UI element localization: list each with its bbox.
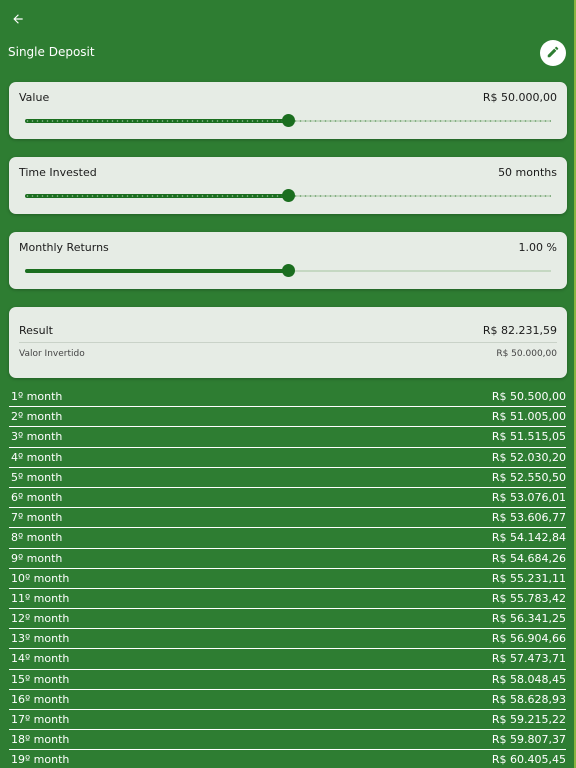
result-card: Result R$ 82.231,59 Valor Invertido R$ 5… xyxy=(9,307,567,378)
slider-thumb[interactable] xyxy=(282,264,295,277)
list-item: 4º month R$ 52.030,20 xyxy=(9,448,566,468)
divider xyxy=(19,342,557,343)
list-item: 6º month R$ 53.076,01 xyxy=(9,488,566,509)
list-item: 2º month R$ 51.005,00 xyxy=(9,407,566,428)
month-label: 12º month xyxy=(11,612,70,626)
month-value: R$ 55.783,42 xyxy=(491,591,566,605)
value-label: Value xyxy=(19,91,50,104)
month-value: R$ 51.005,00 xyxy=(491,410,566,424)
list-item: 13º month R$ 56.904,66 xyxy=(9,629,566,650)
value-card: Value R$ 50.000,00 xyxy=(9,82,567,139)
back-button[interactable] xyxy=(6,8,30,32)
list-item: 16º month R$ 58.628,93 xyxy=(9,690,566,710)
list-item: 14º month R$ 57.473,71 xyxy=(9,649,566,670)
month-label: 1º month xyxy=(11,390,63,403)
month-value: R$ 55.231,11 xyxy=(491,571,566,585)
month-label: 2º month xyxy=(11,410,63,424)
month-label: 13º month xyxy=(11,632,70,646)
month-label: 14º month xyxy=(11,652,70,666)
month-value: R$ 58.628,93 xyxy=(491,692,566,706)
monthly-returns-slider[interactable] xyxy=(25,263,551,279)
list-item: 7º month R$ 53.606,77 xyxy=(9,508,566,529)
list-item: 3º month R$ 51.515,05 xyxy=(9,427,566,448)
monthly-returns-card: Monthly Returns 1.00 % xyxy=(9,232,567,289)
month-label: 8º month xyxy=(11,531,63,545)
value-slider[interactable] xyxy=(25,113,551,129)
list-item: 9º month R$ 54.684,26 xyxy=(9,549,566,569)
time-invested-card: Time Invested 50 months xyxy=(9,157,567,214)
month-value: R$ 59.807,37 xyxy=(491,733,566,747)
month-value: R$ 56.341,25 xyxy=(491,612,566,626)
list-item: 5º month R$ 52.550,50 xyxy=(9,468,566,488)
month-label: 6º month xyxy=(11,490,63,504)
monthly-returns-amount: 1.00 % xyxy=(518,241,557,254)
time-invested-slider[interactable] xyxy=(25,188,551,204)
invested-value: R$ 50.000,00 xyxy=(496,349,557,359)
scroll-edge xyxy=(574,0,576,768)
slider-tick-marks xyxy=(25,120,288,122)
month-label: 19º month xyxy=(11,753,70,767)
month-value: R$ 54.684,26 xyxy=(491,551,566,565)
month-value: R$ 53.076,01 xyxy=(491,490,566,504)
list-item: 12º month R$ 56.341,25 xyxy=(9,609,566,630)
month-label: 4º month xyxy=(11,450,63,464)
pencil-icon xyxy=(546,44,560,63)
list-item: 8º month R$ 54.142,84 xyxy=(9,528,566,549)
month-value: R$ 57.473,71 xyxy=(491,652,566,666)
list-item: 17º month R$ 59.215,22 xyxy=(9,710,566,731)
arrow-back-icon xyxy=(11,11,25,30)
month-label: 17º month xyxy=(11,713,70,726)
month-value: R$ 60.405,45 xyxy=(491,753,566,767)
month-value: R$ 54.142,84 xyxy=(491,531,566,545)
month-label: 9º month xyxy=(11,551,63,565)
invested-label: Valor Invertido xyxy=(19,349,85,359)
month-value: R$ 52.550,50 xyxy=(491,470,566,484)
time-invested-label: Time Invested xyxy=(19,166,97,179)
result-value: R$ 82.231,59 xyxy=(482,324,557,337)
slider-track-inactive xyxy=(288,270,551,272)
month-label: 5º month xyxy=(11,470,63,484)
edit-button[interactable] xyxy=(540,40,566,66)
month-label: 15º month xyxy=(11,672,70,686)
list-item: 19º month R$ 60.405,45 xyxy=(9,750,566,768)
page-title: Single Deposit xyxy=(8,45,95,59)
month-value: R$ 56.904,66 xyxy=(491,632,566,646)
month-label: 7º month xyxy=(11,511,63,525)
month-value: R$ 52.030,20 xyxy=(491,450,566,464)
list-item: 11º month R$ 55.783,42 xyxy=(9,589,566,610)
result-label: Result xyxy=(19,324,53,337)
month-label: 10º month xyxy=(11,571,70,585)
time-invested-amount: 50 months xyxy=(498,166,557,179)
value-amount: R$ 50.000,00 xyxy=(482,91,557,104)
list-item: 1º month R$ 50.500,00 xyxy=(9,387,566,408)
slider-thumb[interactable] xyxy=(282,189,295,202)
list-item: 15º month R$ 58.048,45 xyxy=(9,670,566,690)
month-value: R$ 58.048,45 xyxy=(491,672,566,686)
slider-track-active xyxy=(25,269,288,273)
slider-tick-marks xyxy=(288,120,551,122)
list-item: 18º month R$ 59.807,37 xyxy=(9,730,566,751)
month-value: R$ 50.500,00 xyxy=(491,390,566,403)
month-label: 11º month xyxy=(11,591,70,605)
month-value: R$ 51.515,05 xyxy=(491,430,566,444)
month-label: 18º month xyxy=(11,733,70,747)
list-item: 10º month R$ 55.231,11 xyxy=(9,569,566,589)
slider-thumb[interactable] xyxy=(282,114,295,127)
month-label: 3º month xyxy=(11,430,63,444)
slider-tick-marks xyxy=(25,195,288,197)
month-value: R$ 59.215,22 xyxy=(491,713,566,726)
monthly-returns-label: Monthly Returns xyxy=(19,241,109,254)
month-value: R$ 53.606,77 xyxy=(491,511,566,525)
month-list[interactable]: 1º month R$ 50.500,00 2º month R$ 51.005,00… xyxy=(9,387,566,768)
slider-tick-marks xyxy=(288,195,551,197)
month-label: 16º month xyxy=(11,692,70,706)
